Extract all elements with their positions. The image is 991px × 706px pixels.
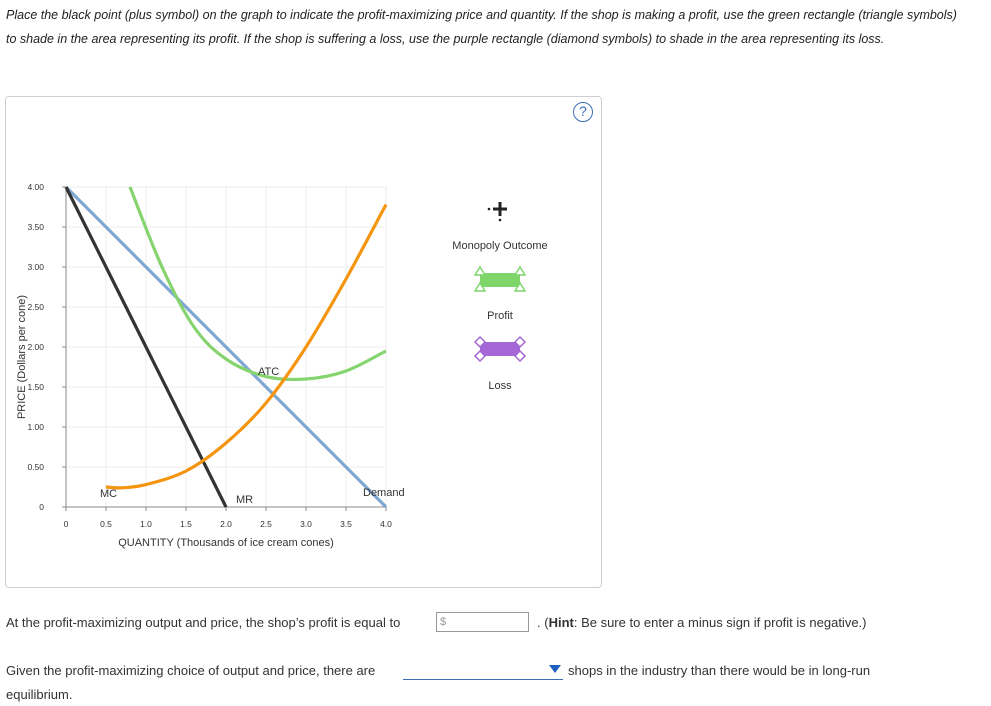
x-tick-label: 1.0: [140, 519, 152, 529]
loss-rectangle-tool[interactable]: Loss: [473, 335, 527, 392]
mc-curve[interactable]: [105, 203, 388, 490]
y-tick-label: 2.00: [27, 342, 44, 352]
atc-label: ATC: [258, 366, 279, 378]
y-tick-label: 1.00: [27, 422, 44, 432]
monopoly-outcome-label: Monopoly Outcome: [452, 240, 547, 252]
profit-input[interactable]: $: [436, 612, 529, 632]
instructions-text: Place the black point (plus symbol) on t…: [6, 8, 957, 46]
axis-ticks: 4.00 3.50 3.00 2.50 2.00 1.50 1.00 0.50 0 0 0.5 1.0…: [27, 182, 392, 529]
profit-question: At the profit-maximizing output and pric…: [6, 615, 401, 630]
x-tick-label: 2.5: [260, 519, 272, 529]
hint-text: . (Hint: Be sure to enter a minus sign i…: [537, 615, 867, 630]
graph-panel: ? 4.00 3.50 3.00 2.50 2.00 1.50 1.00 0.50 0 0 0.5 1…: [5, 96, 602, 588]
profit-rectangle-tool[interactable]: Profit: [473, 265, 527, 322]
y-tick-label: 0: [39, 502, 44, 512]
triangle-icon: [473, 265, 527, 292]
monopoly-outcome-tool[interactable]: Monopoly Outcome: [452, 202, 548, 252]
curves: [64, 185, 388, 509]
y-tick-label: 4.00: [27, 182, 44, 192]
demand-curve[interactable]: [64, 185, 388, 509]
mr-label: MR: [236, 494, 253, 506]
shops-question: Given the profit-maximizing choice of ou…: [6, 663, 376, 678]
x-tick-label: 4.0: [380, 519, 392, 529]
x-tick-label: 1.5: [180, 519, 192, 529]
x-axis-label: QUANTITY (Thousands of ice cream cones): [118, 537, 334, 549]
demand-label: Demand: [363, 487, 405, 499]
x-tick-label: 3.5: [340, 519, 352, 529]
profit-label: Profit: [487, 310, 513, 322]
y-tick-label: 3.50: [27, 222, 44, 232]
x-tick-label: 0.5: [100, 519, 112, 529]
x-tick-label: 2.0: [220, 519, 232, 529]
graph-canvas[interactable]: 4.00 3.50 3.00 2.50 2.00 1.50 1.00 0.50 0 0 0.5 1.0…: [6, 97, 601, 587]
chevron-down-icon: [549, 665, 561, 673]
shops-question-suffix: shops in the industry than there would b…: [568, 663, 871, 678]
x-tick-label: 0: [64, 519, 69, 529]
y-tick-label: 0.50: [27, 462, 44, 472]
loss-rectangle[interactable]: [480, 342, 520, 356]
y-tick-label: 2.50: [27, 302, 44, 312]
y-tick-label: 3.00: [27, 262, 44, 272]
mc-label: MC: [100, 488, 117, 500]
shops-question-end: equilibrium.: [6, 687, 73, 702]
x-tick-label: 3.0: [300, 519, 312, 529]
plus-icon[interactable]: [487, 202, 507, 222]
help-button[interactable]: ?: [573, 102, 593, 122]
profit-rectangle[interactable]: [480, 273, 520, 287]
loss-label: Loss: [488, 380, 512, 392]
y-axis-label: PRICE (Dollars per cone): [16, 295, 28, 419]
y-tick-label: 1.50: [27, 382, 44, 392]
shops-dropdown[interactable]: [403, 660, 563, 680]
atc-curve[interactable]: [128, 186, 387, 382]
diamond-icon: [473, 335, 527, 363]
mr-curve[interactable]: [64, 186, 228, 508]
